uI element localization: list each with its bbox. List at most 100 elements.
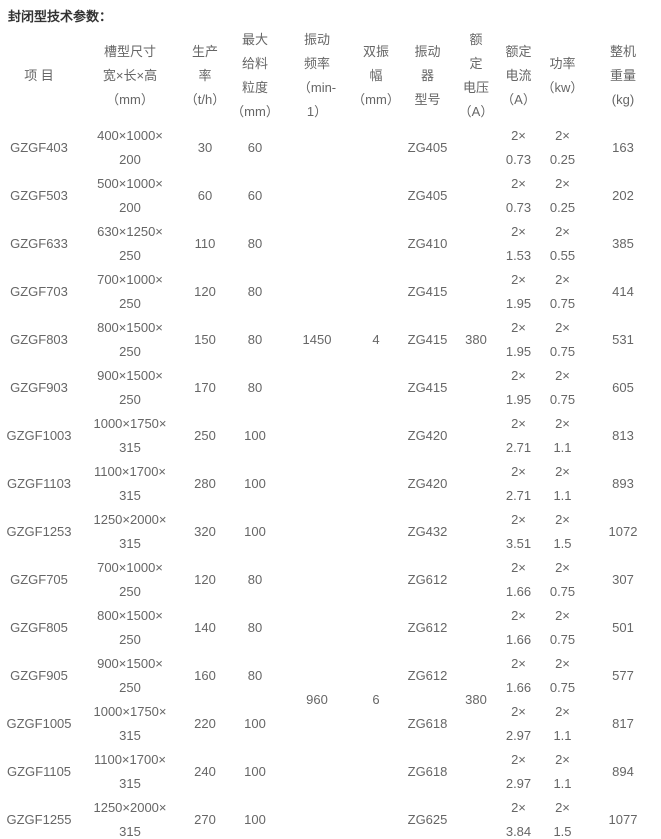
cell-vibrator: ZG612 — [407, 668, 448, 683]
cell-size: 800×1500× 250 — [97, 320, 163, 359]
table-row: GZGF905 900×1500× 250 160 80 ZG612 2× 1.… — [0, 652, 661, 700]
table-row: GZGF1253 1250×2000× 315 320 100 ZG432 2×… — [0, 508, 661, 556]
cell-model: GZGF705 — [10, 572, 68, 587]
cell-rate: 280 — [194, 476, 216, 491]
header-vibrator: 振动 器 型号 — [414, 44, 441, 107]
header-feed: 最大 给料 粒度 （mm） — [231, 32, 279, 119]
cell-power: 2× 0.75 — [549, 272, 576, 311]
cell-power: 2× 1.1 — [553, 704, 572, 743]
cell-frequency-group1: 1450 — [302, 332, 332, 347]
cell-vibrator: ZG420 — [407, 476, 448, 491]
cell-current: 2× 3.84 — [505, 800, 532, 839]
cell-model: GZGF633 — [10, 236, 68, 251]
table-row: GZGF705 700×1000× 250 120 80 960 6 ZG612… — [0, 556, 661, 707]
cell-current: 2× 1.95 — [505, 272, 532, 311]
cell-feed: 60 — [247, 188, 263, 203]
cell-current: 2× 1.66 — [505, 560, 532, 599]
table-row: GZGF633 630×1250× 250 110 80 ZG410 2× 1.… — [0, 220, 661, 268]
cell-feed: 100 — [244, 524, 266, 539]
header-amplitude: 双振 幅 （mm） — [352, 44, 400, 107]
cell-power: 2× 1.1 — [553, 752, 572, 791]
cell-rate: 220 — [194, 716, 216, 731]
cell-feed: 80 — [247, 620, 263, 635]
cell-weight: 385 — [612, 236, 634, 251]
cell-power: 2× 1.5 — [553, 800, 572, 839]
cell-rate: 240 — [194, 764, 216, 779]
cell-rate: 270 — [194, 812, 216, 827]
cell-size: 1100×1700× 315 — [93, 464, 167, 503]
table-row: GZGF703 700×1000× 250 120 80 ZG415 2× 1.… — [0, 268, 661, 316]
cell-power: 2× 0.25 — [549, 128, 576, 167]
table-row: GZGF1005 1000×1750× 315 220 100 ZG618 2×… — [0, 700, 661, 748]
cell-frequency-group2: 960 — [306, 692, 328, 707]
header-power: 功率 （kw） — [541, 56, 584, 95]
cell-weight: 817 — [612, 716, 634, 731]
cell-weight: 531 — [612, 332, 634, 347]
cell-weight: 1077 — [608, 812, 638, 827]
cell-voltage-group1: 380 — [465, 332, 487, 347]
cell-model: GZGF403 — [10, 140, 68, 155]
cell-size: 900×1500× 250 — [97, 656, 163, 695]
cell-size: 700×1000× 250 — [97, 272, 163, 311]
cell-current: 2× 2.97 — [505, 752, 532, 791]
cell-model: GZGF1103 — [6, 476, 72, 491]
cell-size: 1250×2000× 315 — [93, 512, 167, 551]
header-voltage: 额 定 电压 （A） — [458, 32, 494, 119]
cell-model: GZGF903 — [10, 380, 68, 395]
cell-model: GZGF703 — [10, 284, 68, 299]
cell-model: GZGF1253 — [6, 524, 72, 539]
cell-power: 2× 0.25 — [549, 176, 576, 215]
cell-vibrator: ZG612 — [407, 620, 448, 635]
cell-power: 2× 1.1 — [553, 416, 572, 455]
cell-feed: 80 — [247, 284, 263, 299]
cell-vibrator: ZG625 — [407, 812, 448, 827]
cell-voltage-group2: 380 — [465, 692, 487, 707]
cell-model: GZGF1255 — [6, 812, 72, 827]
cell-weight: 414 — [612, 284, 634, 299]
cell-vibrator: ZG618 — [407, 716, 448, 731]
cell-power: 2× 1.5 — [553, 512, 572, 551]
cell-vibrator: ZG405 — [407, 188, 448, 203]
cell-rate: 320 — [194, 524, 216, 539]
cell-model: GZGF803 — [10, 332, 68, 347]
cell-weight: 813 — [612, 428, 634, 443]
cell-rate: 30 — [197, 140, 213, 155]
cell-vibrator: ZG432 — [407, 524, 448, 539]
cell-feed: 80 — [247, 380, 263, 395]
cell-current: 2× 1.95 — [505, 368, 532, 407]
cell-model: GZGF905 — [10, 668, 68, 683]
cell-model: GZGF503 — [10, 188, 68, 203]
cell-vibrator: ZG415 — [407, 332, 448, 347]
cell-amplitude-group2: 6 — [372, 692, 380, 707]
table-row: GZGF903 900×1500× 250 170 80 ZG415 2× 1.… — [0, 364, 661, 412]
cell-weight: 894 — [612, 764, 634, 779]
cell-size: 800×1500× 250 — [97, 608, 163, 647]
cell-current: 2× 1.66 — [505, 608, 532, 647]
cell-weight: 307 — [612, 572, 634, 587]
cell-size: 1100×1700× 315 — [93, 752, 167, 791]
cell-weight: 577 — [612, 668, 634, 683]
section-title: 封闭型技术参数： — [8, 9, 113, 24]
cell-current: 2× 2.97 — [505, 704, 532, 743]
header-item: 项 目 — [24, 68, 54, 83]
table-row: GZGF803 800×1500× 250 150 80 ZG415 2× 1.… — [0, 316, 661, 364]
cell-weight: 893 — [612, 476, 634, 491]
cell-feed: 100 — [244, 812, 266, 827]
cell-feed: 100 — [244, 764, 266, 779]
cell-current: 2× 1.95 — [505, 320, 532, 359]
cell-vibrator: ZG618 — [407, 764, 448, 779]
cell-current: 2× 0.73 — [505, 128, 532, 167]
cell-model: GZGF1105 — [6, 764, 72, 779]
table-row: GZGF503 500×1000× 200 60 60 ZG405 2× 0.7… — [0, 172, 661, 220]
cell-power: 2× 0.75 — [549, 320, 576, 359]
cell-feed: 100 — [244, 716, 266, 731]
header-current: 额定 电流 （A） — [501, 44, 536, 107]
cell-power: 2× 0.75 — [549, 368, 576, 407]
cell-size: 1000×1750× 315 — [93, 416, 167, 455]
cell-size: 900×1500× 250 — [97, 368, 163, 407]
cell-current: 2× 2.71 — [505, 416, 532, 455]
cell-feed: 60 — [247, 140, 263, 155]
cell-size: 500×1000× 200 — [97, 176, 163, 215]
table-row: GZGF403 400×1000× 200 30 60 1450 4 ZG405… — [0, 124, 661, 347]
